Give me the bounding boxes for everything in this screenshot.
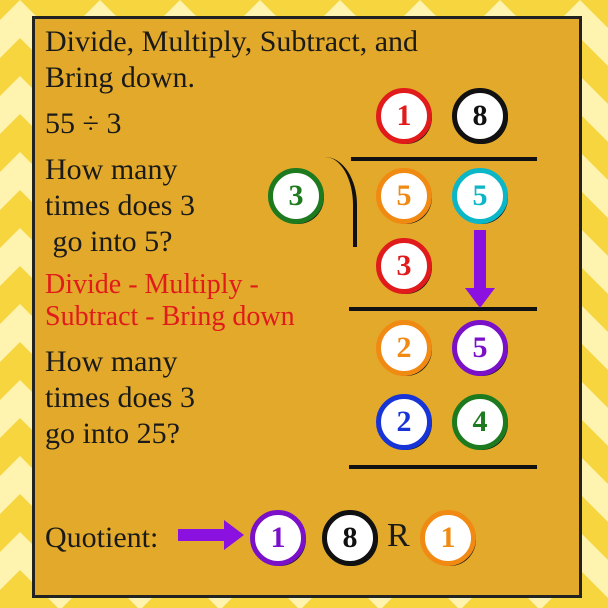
bubble-ans-1: 1 <box>250 510 306 566</box>
bubble-diff-2: 2 <box>376 320 432 376</box>
bubble-rem-1: 1 <box>420 510 476 566</box>
bubble-q-tens-1: 1 <box>376 88 432 144</box>
bubble-layer: 1835532524181 <box>0 0 608 608</box>
bubble-prod2-4: 4 <box>452 394 508 450</box>
bubble-dividend-5a: 5 <box>376 168 432 224</box>
bubble-bring-5: 5 <box>452 320 508 376</box>
bubble-prod2-2: 2 <box>376 394 432 450</box>
bubble-q-ones-8: 8 <box>452 88 508 144</box>
bubble-ans-8: 8 <box>322 510 378 566</box>
bubble-dividend-5b: 5 <box>452 168 508 224</box>
bubble-prod-3: 3 <box>376 238 432 294</box>
bubble-divisor-3: 3 <box>268 168 324 224</box>
